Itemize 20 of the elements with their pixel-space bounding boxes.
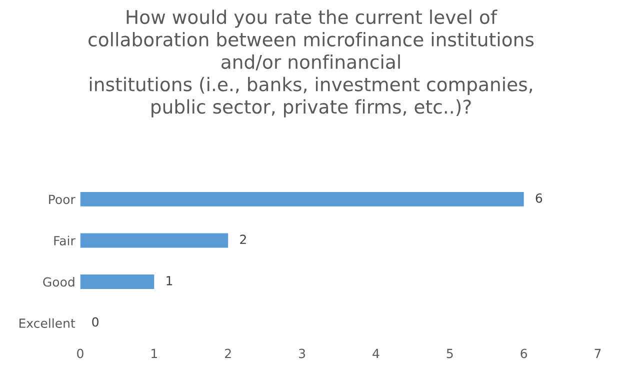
x-tick-label: 2 — [225, 348, 231, 358]
chart-title: How would you rate the current level of collaboration between microfinance institutions and/or nonfinancial institutions (i.e., banks, investment companies, public sector, private firms, etc..)? — [88, 10, 534, 118]
x-tick-label: 0 — [77, 348, 84, 358]
bar — [80, 233, 228, 248]
y-tick-label: Good — [43, 277, 74, 287]
x-tick-label: 4 — [372, 348, 380, 358]
x-tick-label: 1 — [152, 348, 157, 358]
data-label: 2 — [240, 234, 246, 244]
x-tick-label: 7 — [594, 348, 601, 358]
data-label: 1 — [166, 276, 172, 286]
y-tick-label: Poor — [49, 194, 76, 204]
data-label: 6 — [536, 193, 542, 203]
x-tick-label: 5 — [446, 348, 453, 358]
x-tick-label: 3 — [299, 348, 305, 358]
bar — [80, 274, 154, 289]
bar — [80, 192, 524, 206]
y-tick-label: Excellent — [20, 318, 76, 328]
data-label: 0 — [92, 317, 98, 327]
y-tick-label: Fair — [54, 236, 76, 246]
x-tick-label: 6 — [520, 348, 527, 358]
